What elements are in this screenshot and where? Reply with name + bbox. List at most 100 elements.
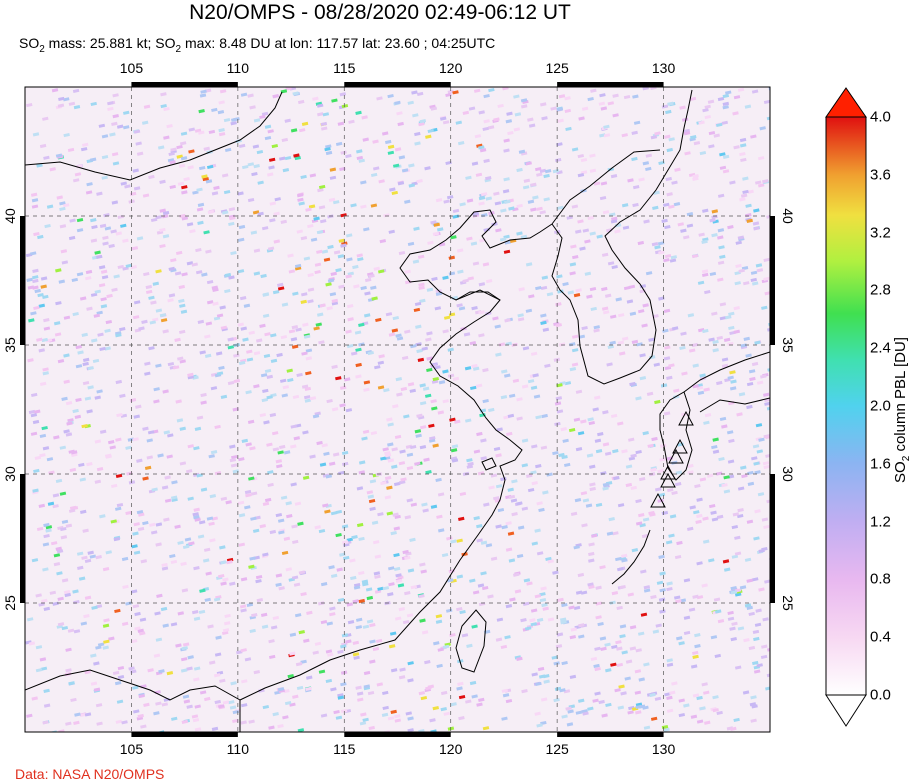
so2-pixel: [388, 229, 395, 234]
so2-pixel: [115, 333, 122, 338]
so2-pixel: [717, 96, 725, 102]
so2-pixel: [696, 719, 704, 724]
so2-pixel: [57, 622, 65, 627]
so2-pixel: [423, 457, 430, 462]
so2-pixel: [188, 149, 195, 154]
so2-pixel: [335, 715, 343, 720]
so2-pixel: [174, 337, 181, 342]
so2-pixel: [248, 719, 255, 724]
so2-pixel: [326, 621, 334, 626]
so2-pixel: [621, 203, 629, 208]
so2-pixel: [501, 525, 508, 530]
so2-pixel: [539, 598, 547, 603]
so2-pixel: [650, 467, 657, 472]
so2-pixel: [138, 326, 145, 331]
so2-pixel: [456, 606, 463, 612]
so2-pixel: [724, 90, 732, 95]
so2-pixel: [642, 431, 649, 436]
so2-pixel: [325, 649, 333, 654]
so2-pixel: [525, 161, 532, 166]
so2-pixel: [703, 420, 710, 425]
so2-pixel: [338, 284, 345, 289]
so2-pixel: [132, 168, 139, 173]
so2-pixel: [614, 688, 621, 693]
so2-pixel: [278, 444, 286, 450]
so2-pixel: [316, 312, 324, 317]
so2-pixel: [362, 582, 369, 587]
so2-pixel: [488, 485, 495, 490]
so2-pixel: [85, 190, 93, 195]
so2-pixel: [637, 240, 645, 246]
so2-pixel: [282, 385, 290, 390]
data-credit: Data: NASA N20/OMPS: [15, 766, 165, 782]
so2-pixel: [507, 487, 514, 492]
so2-pixel: [404, 555, 411, 561]
so2-pixel: [333, 250, 341, 255]
so2-pixel: [115, 231, 123, 236]
so2-pixel: [163, 517, 170, 522]
so2-pixel: [630, 485, 638, 490]
so2-pixel: [278, 586, 285, 591]
so2-pixel: [586, 453, 594, 458]
so2-pixel: [158, 669, 165, 674]
so2-pixel: [468, 106, 476, 111]
so2-pixel: [447, 347, 454, 352]
so2-pixel: [638, 677, 645, 682]
so2-pixel: [516, 501, 523, 506]
so2-pixel: [692, 363, 699, 368]
so2-pixel: [285, 567, 293, 572]
so2-pixel: [340, 243, 347, 248]
so2-pixel: [722, 101, 730, 106]
so2-pixel: [507, 413, 515, 418]
so2-pixel: [663, 411, 671, 416]
so2-pixel: [635, 396, 642, 401]
so2-pixel: [353, 284, 360, 289]
so2-pixel: [589, 482, 596, 487]
so2-pixel: [572, 255, 579, 260]
so2-pixel: [356, 486, 364, 491]
colorbar-tick-label: 1.6: [870, 455, 891, 473]
so2-pixel: [230, 121, 237, 126]
so2-pixel: [233, 378, 241, 384]
so2-pixel: [170, 622, 178, 627]
so2-pixel: [214, 652, 222, 657]
so2-pixel: [522, 346, 530, 351]
so2-pixel: [232, 710, 240, 715]
so2-pixel: [121, 621, 129, 626]
so2-pixel: [300, 236, 308, 241]
so2-pixel: [450, 539, 457, 544]
so2-pixel: [708, 503, 716, 509]
so2-pixel: [101, 154, 109, 160]
so2-pixel: [385, 312, 393, 317]
so2-pixel: [714, 653, 722, 659]
so2-pixel: [246, 602, 254, 608]
so2-pixel: [210, 450, 218, 455]
so2-pixel: [150, 300, 157, 305]
so2-pixel: [739, 197, 746, 202]
so2-pixel: [203, 146, 210, 151]
so2-pixel: [197, 319, 205, 324]
so2-pixel: [469, 578, 476, 583]
so2-pixel: [270, 333, 277, 338]
so2-pixel: [122, 238, 129, 243]
so2-pixel: [584, 239, 591, 244]
so2-pixel: [252, 144, 260, 149]
so2-pixel: [202, 558, 210, 563]
so2-pixel: [410, 502, 418, 507]
so2-pixel: [263, 353, 271, 359]
so2-pixel: [322, 112, 330, 117]
so2-pixel: [174, 524, 181, 529]
lon-tick-label-top: 130: [651, 60, 676, 76]
so2-pixel: [239, 604, 247, 609]
so2-pixel: [205, 321, 213, 326]
so2-pixel: [277, 286, 285, 291]
so2-pixel: [666, 487, 674, 493]
so2-pixel: [753, 226, 760, 231]
so2-pixel: [401, 355, 409, 361]
so2-pixel: [281, 302, 289, 307]
so2-pixel: [139, 617, 147, 622]
so2-pixel: [366, 490, 374, 495]
so2-pixel: [713, 597, 721, 602]
so2-pixel: [204, 334, 211, 339]
so2-pixel: [426, 367, 433, 373]
